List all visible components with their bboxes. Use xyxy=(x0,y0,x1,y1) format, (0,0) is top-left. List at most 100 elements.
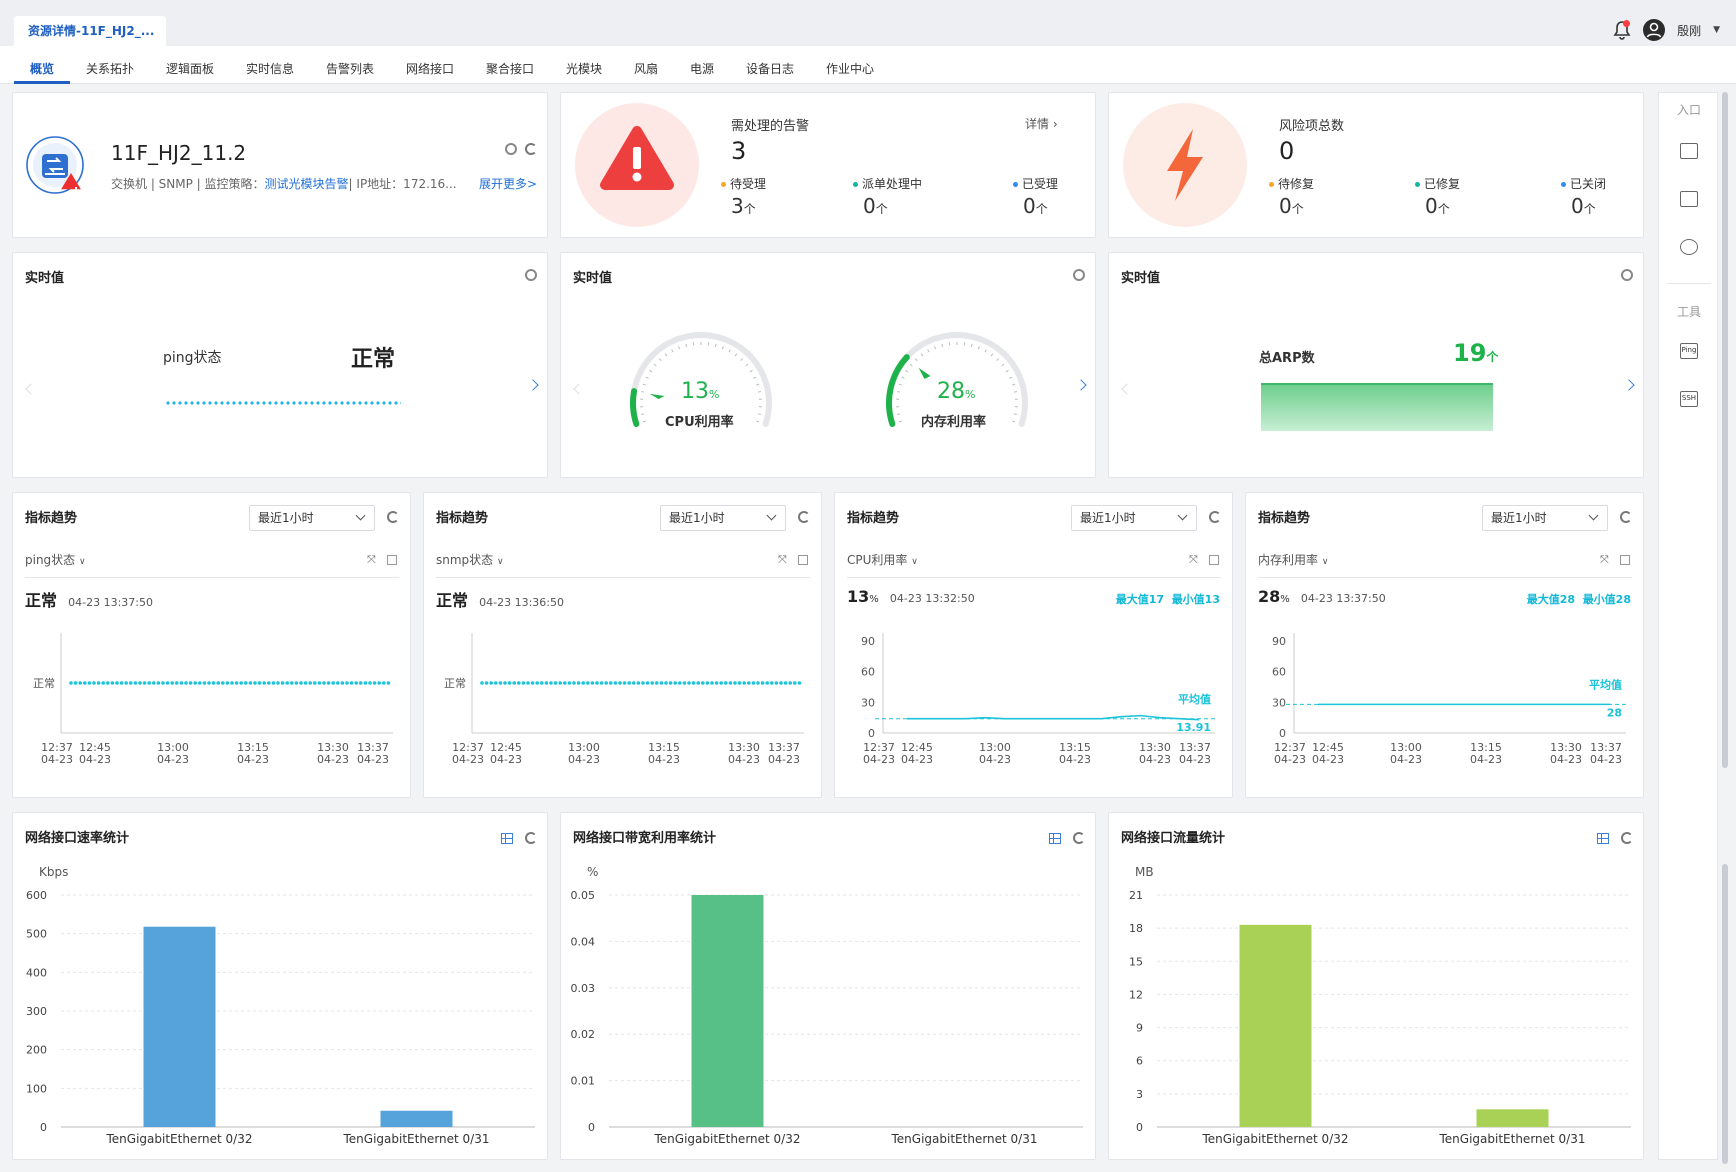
alarm-stat-pending[interactable]: 待受理 3个 xyxy=(721,175,766,218)
expand-icon[interactable]: ⤧ xyxy=(778,553,787,566)
tab-network-interface[interactable]: 网络接口 xyxy=(406,62,455,76)
status-point xyxy=(774,681,779,685)
scrollbar[interactable] xyxy=(1722,92,1728,768)
mem-gauge-tick xyxy=(984,349,987,353)
status-point xyxy=(507,681,512,685)
table-view-icon[interactable] xyxy=(501,833,513,844)
cpu-gauge-tick xyxy=(756,383,760,386)
time-range-value[interactable]: 最近1小时 xyxy=(1491,511,1547,525)
time-range-select[interactable]: 最近1小时 xyxy=(1482,505,1608,531)
time-range-select[interactable]: 最近1小时 xyxy=(660,505,786,531)
status-point xyxy=(498,681,503,685)
alarm-stat-accepted[interactable]: 已受理 0个 xyxy=(1013,175,1058,218)
bell-icon[interactable] xyxy=(1613,20,1631,40)
metric-select[interactable]: 内存利用率 ∨ xyxy=(1258,551,1328,568)
window-icon[interactable] xyxy=(1620,555,1630,565)
table-view-icon[interactable] xyxy=(1049,833,1061,844)
risk-stat-to-fix[interactable]: 待修复 0个 xyxy=(1269,175,1314,218)
gear-icon[interactable] xyxy=(1073,269,1085,281)
metric-name[interactable]: ping状态 xyxy=(25,553,76,567)
cpu-gauge-tick xyxy=(645,376,649,379)
time-range-select[interactable]: 最近1小时 xyxy=(1071,505,1197,531)
window-icon[interactable] xyxy=(387,555,397,565)
refresh-icon[interactable] xyxy=(525,832,537,844)
metric-select[interactable]: ping状态 ∨ xyxy=(25,551,86,568)
monitor-chart-icon[interactable] xyxy=(1680,143,1698,159)
cpu-gauge-tick xyxy=(653,363,657,367)
gear-icon[interactable] xyxy=(505,143,517,155)
window-icon[interactable] xyxy=(798,555,808,565)
y-tick-label: 21 xyxy=(1129,889,1143,902)
refresh-icon[interactable] xyxy=(1209,511,1221,523)
avatar[interactable] xyxy=(1643,19,1666,41)
window-icon[interactable] xyxy=(1209,555,1219,565)
chevron-right-icon[interactable] xyxy=(527,379,539,391)
x-tick-date: 04-23 xyxy=(1312,753,1344,766)
tab-power[interactable]: 电源 xyxy=(690,62,715,76)
resource-tab[interactable]: 资源详情-11F_HJ2_... xyxy=(14,16,166,46)
refresh-icon[interactable] xyxy=(387,511,399,523)
table-view-icon[interactable] xyxy=(1597,833,1609,844)
tab-job-center[interactable]: 作业中心 xyxy=(826,62,875,76)
alarm-warning-icon xyxy=(575,103,699,227)
scrollbar-lower[interactable] xyxy=(1722,864,1728,1164)
expand-icon[interactable]: ⤧ xyxy=(1600,553,1609,566)
chevron-left-icon[interactable] xyxy=(1121,383,1133,395)
x-tick-time: 13:00 xyxy=(1390,741,1422,754)
expand-more-link[interactable]: 展开更多> xyxy=(479,177,538,191)
x-tick-date: 04-23 xyxy=(1179,753,1211,766)
chevron-left-icon[interactable] xyxy=(25,383,37,395)
tab-aggregate-interface[interactable]: 聚合接口 xyxy=(486,62,535,76)
status-point xyxy=(198,681,202,685)
expand-icon[interactable]: ⤧ xyxy=(1189,553,1198,566)
average-label: 平均值 xyxy=(1589,677,1622,691)
settings-icon[interactable] xyxy=(1680,239,1698,255)
status-point xyxy=(184,681,188,685)
refresh-icon[interactable] xyxy=(1621,832,1633,844)
gear-icon[interactable] xyxy=(525,269,537,281)
refresh-icon[interactable] xyxy=(1620,511,1632,523)
tab-overview[interactable]: 概览 xyxy=(30,62,55,76)
chevron-down-icon[interactable]: ▼ xyxy=(1713,25,1720,35)
tab-fan[interactable]: 风扇 xyxy=(634,62,659,76)
mem-gauge-tick xyxy=(898,383,902,386)
tab-optical-module[interactable]: 光模块 xyxy=(566,62,603,76)
time-range-value[interactable]: 最近1小时 xyxy=(669,511,725,525)
time-range-value[interactable]: 最近1小时 xyxy=(1080,511,1136,525)
refresh-icon[interactable] xyxy=(525,143,537,155)
cpu-gauge-fill xyxy=(630,388,640,428)
tab-alarm-list[interactable]: 告警列表 xyxy=(326,62,375,76)
status-point xyxy=(326,681,331,685)
metric-select[interactable]: CPU利用率 ∨ xyxy=(847,551,918,568)
mem-gauge-tick xyxy=(977,346,980,350)
metric-name[interactable]: 内存利用率 xyxy=(1258,553,1319,567)
metric-select[interactable]: snmp状态 ∨ xyxy=(436,551,504,568)
user-name[interactable]: 殷刚 xyxy=(1677,23,1702,38)
chevron-right-icon[interactable] xyxy=(1623,379,1635,391)
policy-link[interactable]: 测试光模块告警 xyxy=(264,177,349,191)
gear-icon[interactable] xyxy=(1621,269,1633,281)
alarm-stat-dispatching[interactable]: 派单处理中 0个 xyxy=(853,175,922,218)
metric-name[interactable]: CPU利用率 xyxy=(847,553,908,567)
tab-device-log[interactable]: 设备日志 xyxy=(746,62,795,76)
metric-name[interactable]: snmp状态 xyxy=(436,553,494,567)
risk-stat-closed[interactable]: 已关闭 0个 xyxy=(1561,175,1606,218)
ping-tool-icon[interactable]: Ping xyxy=(1680,343,1698,359)
risk-stat-fixed[interactable]: 已修复 0个 xyxy=(1415,175,1460,218)
expand-icon[interactable]: ⤧ xyxy=(367,553,376,566)
tab-logic-panel[interactable]: 逻辑面板 xyxy=(166,62,215,76)
screen-icon[interactable] xyxy=(1680,191,1698,207)
ssh-tool-icon[interactable]: SSH xyxy=(1680,391,1698,407)
time-range-select[interactable]: 最近1小时 xyxy=(249,505,375,531)
tab-topology[interactable]: 关系拓扑 xyxy=(86,62,135,76)
tab-realtime-info[interactable]: 实时信息 xyxy=(246,62,295,76)
realtime-gauge-card: 实时值 13% CPU利用率 28% 内存利用率 xyxy=(560,252,1096,478)
status-point xyxy=(682,681,687,685)
refresh-icon[interactable] xyxy=(798,511,810,523)
alarm-detail-label[interactable]: 详情 xyxy=(1025,117,1050,131)
time-range-value[interactable]: 最近1小时 xyxy=(258,511,314,525)
card-title: 指标趋势 xyxy=(1258,511,1311,526)
alarm-detail-link[interactable]: 详情 › xyxy=(1025,117,1058,131)
refresh-icon[interactable] xyxy=(1073,832,1085,844)
gauges xyxy=(630,332,1028,428)
